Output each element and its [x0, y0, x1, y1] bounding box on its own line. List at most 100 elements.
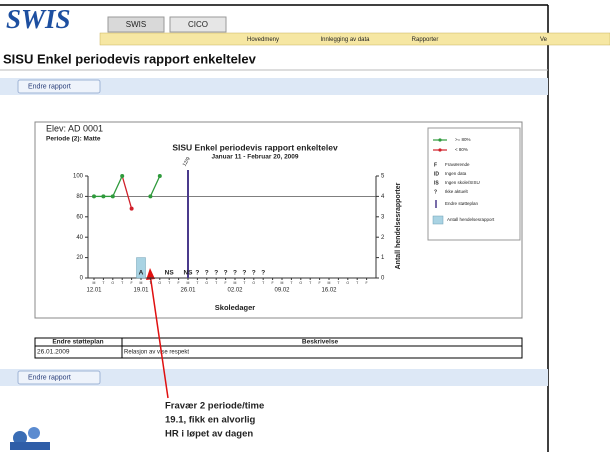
y2-tick-label: 0: [381, 276, 385, 282]
y-tick-label: 60: [76, 214, 83, 220]
menu-item[interactable]: Rapporter: [412, 37, 439, 43]
data-point: [148, 194, 153, 199]
y-tick-label: 100: [73, 174, 84, 180]
x-day-label: T: [215, 281, 218, 285]
x-day-label: O: [111, 281, 114, 285]
tab[interactable]: [169, 16, 227, 33]
y2-tick-label: 4: [381, 194, 385, 200]
x-day-label: T: [149, 281, 152, 285]
y2-tick-label: 3: [381, 214, 385, 220]
x-day-label: O: [299, 281, 302, 285]
button-label[interactable]: Endre rapport: [28, 374, 71, 381]
legend-label: Antall hendelsesrapport: [447, 217, 495, 222]
legend-marker: [438, 148, 442, 152]
plan-change-annotation: 12/9: [182, 156, 192, 168]
data-point: [110, 194, 115, 199]
x-day-label: F: [225, 281, 227, 285]
x-day-label: M: [93, 281, 96, 285]
x-date-label: 02.02: [227, 288, 243, 294]
menu-item[interactable]: Hovedmeny: [247, 37, 279, 43]
legend-label: Ingen skole/SISU: [445, 180, 480, 185]
callout-arrow: [149, 273, 169, 399]
legend-code: ?: [434, 189, 437, 195]
data-point: [129, 206, 134, 211]
callout-line: Fravær 2 periode/time: [165, 401, 264, 412]
callout-arrowhead: [146, 268, 155, 280]
button[interactable]: [17, 79, 101, 94]
tab[interactable]: [107, 16, 165, 33]
legend-code: ID: [434, 171, 439, 177]
legend-code: IS: [434, 180, 439, 186]
x-date-label: 26.01: [180, 288, 196, 294]
legend-label: Ikke aktuelt: [445, 189, 469, 194]
x-day-label: T: [262, 281, 265, 285]
day-code: ?: [195, 270, 199, 277]
menu-bar: [99, 32, 610, 46]
y2-tick-label: 1: [381, 255, 385, 261]
x-day-label: F: [131, 281, 133, 285]
x-day-label: T: [337, 281, 340, 285]
menu-item[interactable]: Innlegging av data: [320, 37, 370, 43]
legend-label: Fraværende: [445, 162, 470, 167]
line-segment: [112, 175, 123, 197]
tab-label[interactable]: CICO: [188, 20, 208, 29]
y-tick-label: 80: [76, 194, 83, 200]
x-day-label: O: [346, 281, 349, 285]
callout-line: HR i løpet av dagen: [165, 429, 253, 440]
legend-label: < 80%: [455, 147, 468, 152]
plan-table: [34, 337, 523, 359]
x-day-label: M: [187, 281, 190, 285]
x-day-label: T: [243, 281, 246, 285]
legend-marker: [438, 138, 442, 142]
day-code: A: [139, 270, 144, 277]
x-day-label: O: [158, 281, 161, 285]
x-day-label: F: [319, 281, 321, 285]
y2-tick-label: 5: [381, 174, 385, 180]
page-title: SISU Enkel periodevis rapport enkeltelev: [3, 51, 257, 66]
button-label[interactable]: Endre rapport: [28, 83, 71, 90]
day-code: NS: [165, 270, 175, 277]
line-segment: [121, 175, 133, 209]
legend-label: Endre støtteplan: [445, 201, 479, 206]
y-tick-label: 40: [76, 235, 83, 241]
legend: [427, 127, 521, 241]
y2-tick-label: 2: [381, 235, 385, 241]
line-segment: [149, 175, 161, 197]
x-day-label: T: [309, 281, 312, 285]
footer-logo: [10, 427, 50, 450]
x-day-label: M: [234, 281, 237, 285]
logo: SWIS: [6, 4, 71, 34]
x-date-label: 09.02: [274, 288, 290, 294]
toolbar: [0, 369, 548, 386]
x-day-label: T: [121, 281, 124, 285]
menu-item[interactable]: Ve: [540, 37, 548, 43]
button[interactable]: [17, 370, 101, 385]
x-date-label: 12.01: [86, 288, 102, 294]
table-cell: 26.01.2009: [37, 349, 70, 356]
x-day-label: T: [102, 281, 105, 285]
table-header: Beskrivelse: [302, 339, 339, 346]
x-date-label: 16.02: [321, 288, 337, 294]
y2-axis-label: Antall hendelsesrapporter: [395, 182, 402, 269]
table-header: Endre støtteplan: [52, 339, 103, 346]
x-day-label: M: [328, 281, 331, 285]
x-day-label: T: [168, 281, 171, 285]
x-day-label: M: [281, 281, 284, 285]
incident-bar: [136, 257, 146, 279]
day-code: ?: [261, 270, 265, 277]
legend-swatch: [432, 215, 444, 225]
x-day-label: T: [196, 281, 199, 285]
x-day-label: O: [205, 281, 208, 285]
tab-label[interactable]: SWIS: [126, 20, 146, 29]
x-day-label: T: [290, 281, 293, 285]
day-code: ?: [205, 270, 209, 277]
x-day-label: F: [178, 281, 180, 285]
legend-label: Ingen data: [445, 171, 467, 176]
x-day-label: T: [356, 281, 359, 285]
legend-code: F: [434, 162, 437, 168]
x-day-label: M: [140, 281, 143, 285]
data-point: [92, 194, 96, 199]
toolbar: [0, 78, 548, 95]
day-code: ?: [252, 270, 256, 277]
